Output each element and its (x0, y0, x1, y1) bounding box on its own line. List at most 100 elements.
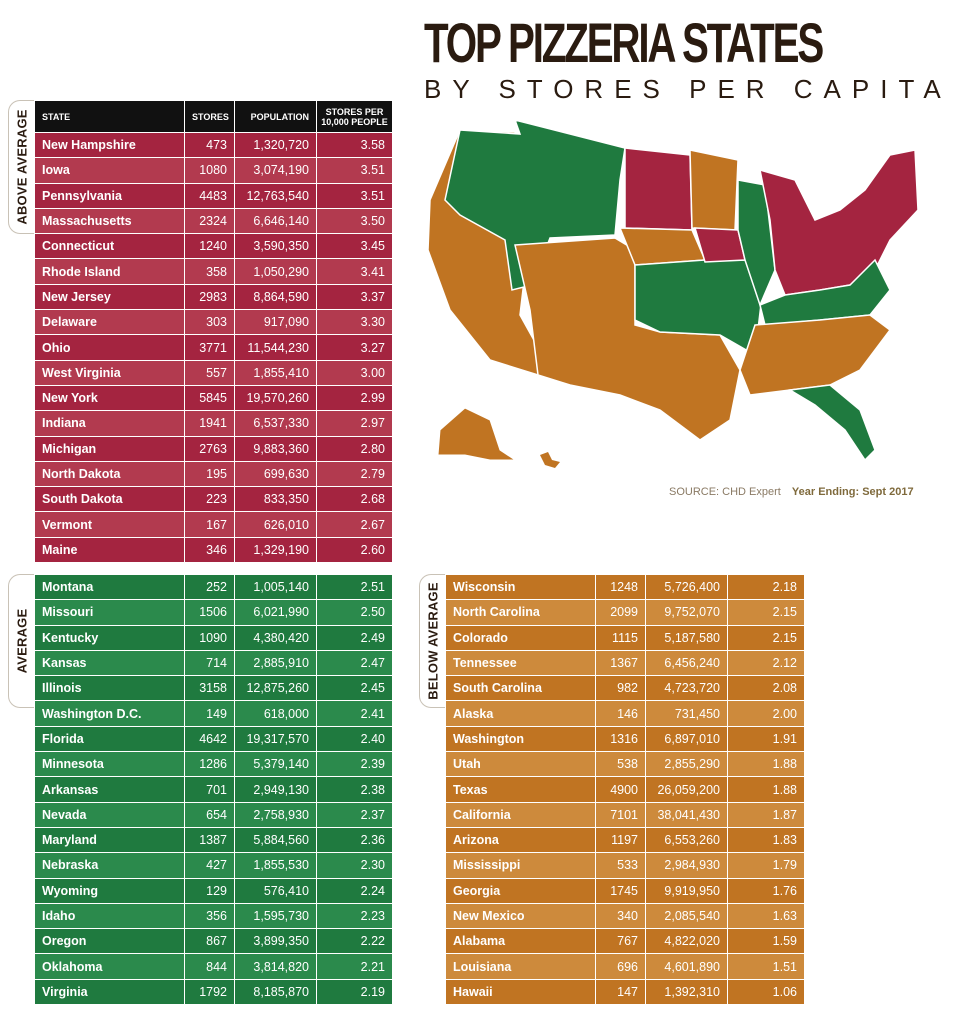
cell-population: 1,392,310 (645, 978, 728, 1006)
cell-stores-per-10k: 2.22 (316, 928, 393, 955)
table-row: Arkansas 701 2,949,130 2.38 (34, 776, 393, 803)
cell-population: 19,570,260 (234, 384, 317, 412)
table-below-average: Wisconsin 1248 5,726,400 2.18 North Carolina… (445, 573, 805, 1006)
cell-state: Indiana (34, 410, 185, 437)
cell-stores: 1745 (595, 877, 646, 904)
cell-stores-per-10k: 3.51 (316, 157, 393, 184)
cell-state: Washington D.C. (34, 700, 185, 727)
map-region-plains (618, 227, 707, 266)
cell-stores: 696 (595, 953, 646, 980)
cell-state: Kansas (34, 649, 185, 677)
cell-stores: 867 (184, 928, 235, 955)
cell-population: 2,949,130 (234, 776, 317, 803)
cell-stores-per-10k: 2.39 (316, 751, 393, 778)
cell-stores-per-10k: 2.23 (316, 902, 393, 930)
cell-population: 2,855,290 (645, 751, 728, 778)
cell-state: Mississippi (445, 852, 596, 879)
cell-stores-per-10k: 2.67 (316, 511, 393, 538)
table-row: Massachusetts 2324 6,646,140 3.50 (34, 207, 393, 235)
source-year: Year Ending: Sept 2017 (791, 486, 914, 498)
cell-state: Virginia (34, 978, 185, 1006)
group-tab-average: AVERAGE (8, 574, 34, 708)
group-label-below-average: BELOW AVERAGE (425, 582, 440, 700)
table-row: New Mexico 340 2,085,540 1.63 (445, 902, 805, 930)
cell-stores-per-10k: 3.37 (316, 283, 393, 311)
cell-stores: 1387 (184, 826, 235, 854)
cell-stores-per-10k: 1.51 (727, 953, 805, 980)
cell-stores: 2763 (184, 435, 235, 462)
cell-stores: 1286 (184, 751, 235, 778)
cell-stores-per-10k: 2.15 (727, 599, 805, 626)
cell-population: 1,005,140 (234, 573, 317, 601)
cell-population: 1,595,730 (234, 902, 317, 930)
cell-stores-per-10k: 2.40 (316, 725, 393, 753)
cell-stores-per-10k: 2.15 (727, 624, 805, 651)
cell-state: Utah (445, 751, 596, 778)
cell-stores-per-10k: 1.88 (727, 776, 805, 803)
cell-stores-per-10k: 3.30 (316, 309, 393, 336)
cell-state: Alabama (445, 928, 596, 955)
cell-state: Maryland (34, 826, 185, 854)
cell-state: Ohio (34, 334, 185, 361)
table-row: Georgia 1745 9,919,950 1.76 (445, 877, 805, 904)
cell-state: Missouri (34, 599, 185, 626)
table-row: Delaware 303 917,090 3.30 (34, 309, 393, 336)
cell-population: 5,187,580 (645, 624, 728, 651)
cell-stores: 2324 (184, 207, 235, 235)
infographic-title: TOP PIZZERIA STATES BY STORES PER CAPITA (424, 14, 964, 105)
cell-stores: 195 (184, 460, 235, 488)
cell-state: Georgia (445, 877, 596, 904)
table-row: Michigan 2763 9,883,360 2.80 (34, 435, 393, 462)
cell-state: Oregon (34, 928, 185, 955)
cell-stores: 767 (595, 928, 646, 955)
cell-population: 6,553,260 (645, 826, 728, 854)
cell-population: 1,050,290 (234, 258, 317, 285)
table-row: Florida 4642 19,317,570 2.40 (34, 725, 393, 753)
table-row: Virginia 1792 8,185,870 2.19 (34, 978, 393, 1006)
cell-state: Michigan (34, 435, 185, 462)
cell-stores-per-10k: 2.45 (316, 675, 393, 702)
table-row: New Hampshire 473 1,320,720 3.58 (34, 131, 393, 159)
cell-stores: 1792 (184, 978, 235, 1006)
cell-stores: 129 (184, 877, 235, 904)
cell-state: Texas (445, 776, 596, 803)
cell-stores: 1240 (184, 233, 235, 260)
cell-population: 6,021,990 (234, 599, 317, 626)
group-label-average: AVERAGE (14, 608, 29, 674)
table-row: Vermont 167 626,010 2.67 (34, 511, 393, 538)
cell-state: Kentucky (34, 624, 185, 651)
map-region-alaska (437, 407, 517, 461)
table-row: Washington D.C. 149 618,000 2.41 (34, 700, 393, 727)
cell-stores-per-10k: 2.38 (316, 776, 393, 803)
cell-state: Pennsylvania (34, 182, 185, 209)
cell-stores: 167 (184, 511, 235, 538)
cell-population: 19,317,570 (234, 725, 317, 753)
cell-population: 5,726,400 (645, 573, 728, 601)
cell-stores-per-10k: 2.49 (316, 624, 393, 651)
cell-stores-per-10k: 2.21 (316, 953, 393, 980)
table-row: Oregon 867 3,899,350 2.22 (34, 928, 393, 955)
cell-stores: 1090 (184, 624, 235, 651)
cell-population: 4,822,020 (645, 928, 728, 955)
cell-stores: 557 (184, 359, 235, 386)
group-tab-above-average: ABOVE AVERAGE (8, 100, 34, 234)
table-row: Utah 538 2,855,290 1.88 (445, 751, 805, 778)
cell-population: 833,350 (234, 486, 317, 513)
table-row: Idaho 356 1,595,730 2.23 (34, 902, 393, 930)
cell-stores-per-10k: 2.00 (727, 700, 805, 727)
header-per-line1: STORES PER (325, 106, 384, 117)
cell-stores: 427 (184, 852, 235, 879)
source-note: SOURCE: CHD Expert Year Ending: Sept 201… (669, 486, 914, 498)
cell-population: 2,984,930 (645, 852, 728, 879)
cell-stores-per-10k: 2.41 (316, 700, 393, 727)
map-region-northeast (759, 149, 919, 296)
title-subtitle: BY STORES PER CAPITA (424, 74, 952, 104)
cell-population: 618,000 (234, 700, 317, 727)
cell-stores: 714 (184, 649, 235, 677)
table-row: Nebraska 427 1,855,530 2.30 (34, 852, 393, 879)
cell-stores: 1080 (184, 157, 235, 184)
map-region-southeast (739, 314, 892, 396)
cell-state: Delaware (34, 309, 185, 336)
table-row: Iowa 1080 3,074,190 3.51 (34, 157, 393, 184)
cell-stores: 2983 (184, 283, 235, 311)
